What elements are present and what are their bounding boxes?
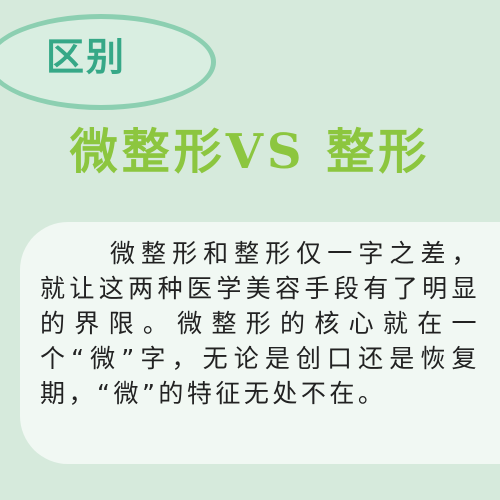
section-badge-label: 区别 bbox=[46, 35, 127, 79]
body-paragraph: 微整形和整形仅一字之差，就让这两种医学美容手段有了明显的界限。微整形的核心就在一… bbox=[40, 239, 480, 408]
section-badge bbox=[0, 14, 216, 110]
text-card bbox=[20, 222, 500, 464]
headline-title: 微整形VS 整形 bbox=[69, 124, 431, 180]
